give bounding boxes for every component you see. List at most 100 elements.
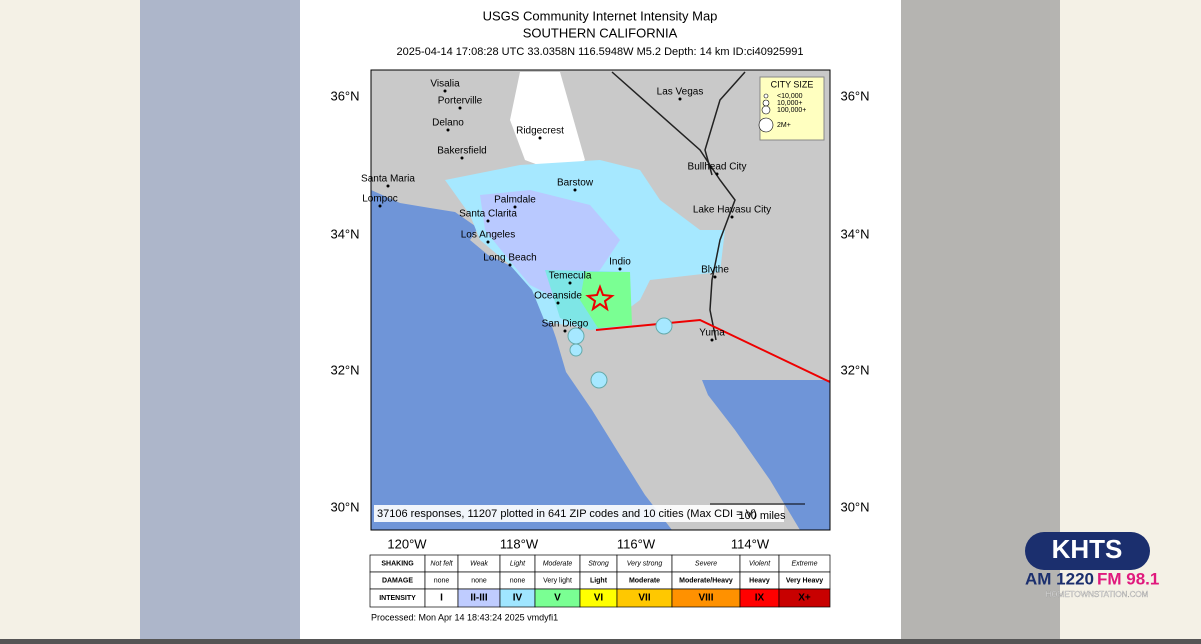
city-label: Bullhead City (688, 162, 747, 173)
city-label: Lompoc (362, 194, 398, 205)
lon-label: 120°W (387, 536, 427, 551)
event-info: 2025-04-14 17:08:28 UTC 33.0358N 116.594… (396, 46, 803, 58)
city-size-label: 100,000+ (777, 107, 806, 114)
border (611, 71, 736, 341)
city-dot (443, 89, 447, 93)
city-dot (513, 205, 517, 209)
lat-label: 32°N (330, 362, 359, 377)
legend-cell-text: none (434, 577, 450, 584)
city-label: Santa Clarita (459, 209, 517, 220)
city-label: Ridgecrest (516, 126, 564, 137)
blur-right (900, 0, 1060, 639)
city-dot (710, 338, 714, 342)
city-label: Long Beach (483, 253, 536, 264)
city-label: Indio (609, 257, 631, 268)
legend-cell-text: Violent (749, 560, 771, 567)
legend-cell-text: Severe (695, 560, 717, 567)
lon-label: 116°W (617, 536, 656, 551)
city-size-label: 10,000+ (777, 100, 803, 107)
legend-cell-text: IV (513, 593, 523, 604)
legend-cell-text: Light (510, 560, 526, 567)
legend-row-label: DAMAGE (382, 577, 413, 584)
city-label: Yuma (699, 328, 725, 339)
legend-cell-text: Moderate/Heavy (679, 577, 733, 584)
city-dot (458, 106, 462, 110)
city-size-symbol (758, 117, 774, 133)
city-size-symbol (763, 93, 769, 99)
city-dot (446, 128, 450, 132)
logo: KHTS AM 1220 FM 98.1 HOMETOWNSTATION.COM (1025, 532, 1159, 599)
city-label: San Diego (542, 319, 589, 330)
border (704, 71, 746, 176)
city-label: Oceanside (534, 291, 582, 302)
legend-cell-text: Not felt (430, 560, 453, 567)
blur-left (140, 0, 300, 639)
city-size-title: CITY SIZE (771, 79, 814, 89)
city-size-label: <10,000 (777, 93, 803, 100)
city-dot (713, 275, 717, 279)
map-frame (370, 69, 831, 531)
logo-site: HOMETOWNSTATION.COM (1046, 590, 1149, 599)
city-dot (678, 97, 682, 101)
city-label: Delano (432, 118, 464, 129)
city-dot (715, 172, 719, 176)
city-dot (618, 267, 622, 271)
response-circle (567, 327, 585, 345)
legend-cell-text: Extreme (791, 560, 817, 567)
processed-footer: Processed: Mon Apr 14 18:43:24 2025 vmdy… (371, 612, 558, 622)
lat-label: 34°N (330, 226, 359, 241)
city-size-symbol (761, 105, 771, 115)
city-label: Palmdale (494, 195, 536, 206)
city-label: Temecula (549, 271, 592, 282)
legend-cell-text: Very strong (627, 560, 663, 567)
legend-cell-text: X+ (798, 593, 811, 604)
lat-label: 30°N (330, 499, 359, 514)
legend-cell-text: Light (590, 577, 608, 584)
legend-cell-text: VI (594, 593, 604, 604)
legend-cell-text: Heavy (749, 577, 770, 584)
lat-label: 30°N (840, 499, 869, 514)
city-dot (563, 329, 567, 333)
legend-cell-text: none (510, 577, 526, 584)
city-label: Las Vegas (657, 87, 704, 98)
response-circle (569, 343, 583, 357)
city-dot (486, 219, 490, 223)
response-note: 37106 responses, 11207 plotted in 641 ZI… (377, 508, 757, 520)
title: USGS Community Internet Intensity Map (483, 8, 718, 23)
city-dot (378, 204, 382, 208)
legend-cell-text: II-III (470, 593, 487, 604)
response-circle (655, 317, 673, 335)
lat-label: 34°N (840, 226, 869, 241)
fault-line (595, 318, 831, 383)
legend-cell-text: IX (755, 593, 765, 604)
legend-cell-text: VIII (698, 593, 713, 604)
legend-row-label: INTENSITY (379, 595, 416, 602)
city-label: Bakersfield (437, 146, 486, 157)
city-dot (568, 281, 572, 285)
lon-label: 118°W (500, 536, 539, 551)
legend-cell-text: I (440, 593, 443, 604)
scale-label: 100 miles (738, 510, 786, 522)
lon-label: 114°W (731, 536, 770, 551)
ocean (371, 190, 672, 530)
legend-cell-text: none (471, 577, 487, 584)
logo-fm: FM 98.1 (1097, 569, 1159, 588)
city-label: Los Angeles (461, 230, 516, 241)
city-label: Porterville (438, 96, 483, 107)
city-dot (573, 188, 577, 192)
lat-label: 36°N (840, 88, 869, 103)
city-label: Blythe (701, 265, 729, 276)
legend-cell-text: VII (638, 593, 650, 604)
epicenter (585, 284, 615, 312)
city-label: Visalia (430, 79, 460, 90)
city-dot (460, 156, 464, 160)
city-dot (386, 184, 390, 188)
city-dot (730, 215, 734, 219)
no-data-area (510, 72, 585, 175)
city-label: Barstow (557, 178, 594, 189)
legend-cell-text: Moderate (543, 560, 573, 567)
city-size-symbol (762, 99, 770, 107)
legend-cell (778, 588, 831, 608)
